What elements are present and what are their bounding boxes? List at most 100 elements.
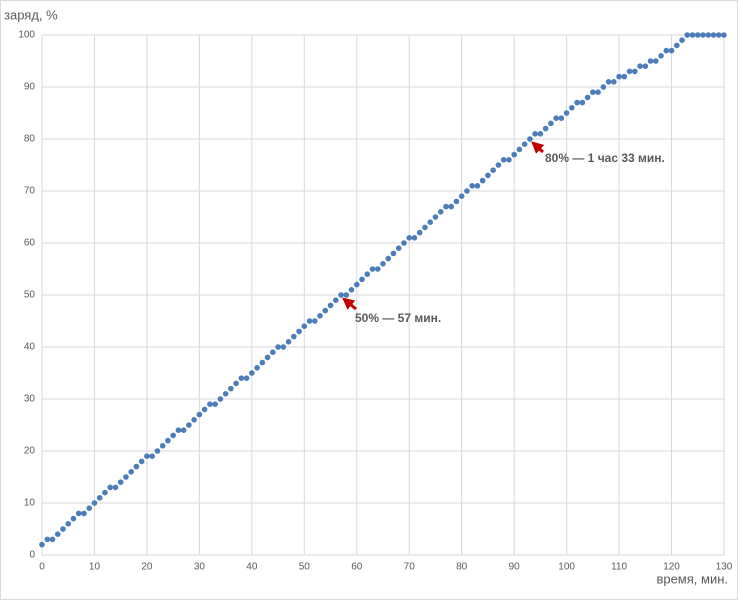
data-point	[348, 287, 355, 293]
data-point	[626, 68, 633, 75]
data-point	[238, 375, 245, 382]
data-point	[380, 261, 386, 267]
y-tick-label: 100	[18, 30, 35, 41]
data-point	[495, 162, 502, 168]
data-point	[353, 281, 360, 288]
data-point	[374, 266, 381, 272]
data-point	[154, 448, 161, 454]
data-point	[291, 333, 297, 340]
data-point	[317, 313, 323, 319]
x-axis-label: время, мин.	[656, 571, 728, 586]
data-point	[102, 489, 108, 496]
data-point	[228, 385, 234, 392]
data-point	[511, 151, 517, 158]
data-point	[191, 417, 197, 423]
data-point	[558, 115, 565, 121]
data-point	[254, 365, 260, 371]
data-point	[474, 183, 481, 189]
data-point	[306, 318, 313, 324]
data-point	[243, 375, 250, 382]
data-point	[542, 125, 549, 132]
data-point	[464, 188, 470, 194]
data-point	[385, 255, 392, 262]
data-point	[715, 32, 722, 38]
data-point	[217, 396, 224, 402]
annotation-arrow	[342, 297, 357, 311]
data-point	[81, 510, 87, 517]
data-point	[301, 323, 308, 330]
data-point	[448, 203, 455, 210]
data-point	[637, 63, 643, 69]
data-point	[138, 458, 145, 465]
data-point	[369, 266, 376, 272]
data-point	[458, 193, 465, 199]
data-point	[537, 131, 544, 137]
data-point	[275, 344, 281, 350]
data-point	[479, 177, 486, 184]
data-point	[207, 401, 213, 408]
data-point	[264, 354, 271, 361]
data-point	[133, 463, 140, 470]
data-point	[343, 292, 350, 298]
data-point	[432, 214, 439, 220]
x-tick-label: 70	[404, 562, 416, 573]
x-tick-label: 20	[141, 562, 153, 573]
data-point	[44, 536, 51, 543]
data-point	[679, 37, 685, 43]
y-tick-label: 30	[24, 394, 36, 405]
data-point	[500, 157, 507, 163]
data-point	[201, 406, 208, 413]
data-point	[605, 79, 612, 85]
data-point	[390, 250, 397, 257]
data-point	[548, 120, 554, 127]
x-tick-label: 60	[351, 562, 363, 573]
x-tick-label: 40	[246, 562, 258, 573]
data-point	[621, 73, 628, 80]
data-point	[144, 453, 150, 460]
data-point	[49, 536, 56, 543]
y-tick-label: 70	[24, 186, 36, 197]
x-tick-label: 30	[194, 562, 206, 573]
data-point	[65, 521, 72, 527]
x-tick-label: 130	[716, 562, 733, 573]
data-point	[75, 510, 82, 517]
data-point	[663, 47, 670, 54]
data-point	[453, 198, 460, 205]
y-tick-label: 40	[24, 342, 36, 353]
data-point	[212, 401, 218, 408]
data-point	[658, 53, 664, 59]
data-point	[406, 235, 413, 241]
data-point	[705, 32, 712, 38]
data-point	[443, 203, 449, 210]
annotation: 50% — 57 мин.	[355, 311, 441, 325]
data-point	[490, 167, 496, 173]
data-point	[91, 500, 98, 506]
x-tick-label: 90	[509, 562, 521, 573]
data-point	[422, 224, 428, 231]
y-axis-label: заряд, %	[4, 7, 58, 22]
data-point	[527, 136, 533, 142]
data-point	[401, 240, 407, 246]
data-point	[611, 79, 617, 85]
data-point	[112, 484, 119, 491]
data-point	[128, 469, 134, 475]
x-tick-label: 120	[663, 562, 680, 573]
data-point	[689, 32, 696, 38]
data-point	[590, 89, 596, 95]
y-tick-label: 50	[24, 290, 36, 301]
data-point	[632, 68, 638, 75]
data-point	[411, 235, 418, 241]
data-point	[647, 58, 654, 64]
x-tick-label: 100	[558, 562, 575, 573]
data-point	[186, 422, 192, 428]
annotation: 80% — 1 час 33 мин.	[545, 151, 665, 165]
data-point	[532, 131, 538, 137]
data-point	[600, 84, 607, 90]
data-point	[416, 229, 423, 236]
data-point	[569, 105, 575, 111]
data-point	[684, 32, 691, 38]
data-point	[285, 339, 292, 345]
y-tick-label: 20	[24, 446, 36, 457]
data-point	[117, 479, 124, 486]
